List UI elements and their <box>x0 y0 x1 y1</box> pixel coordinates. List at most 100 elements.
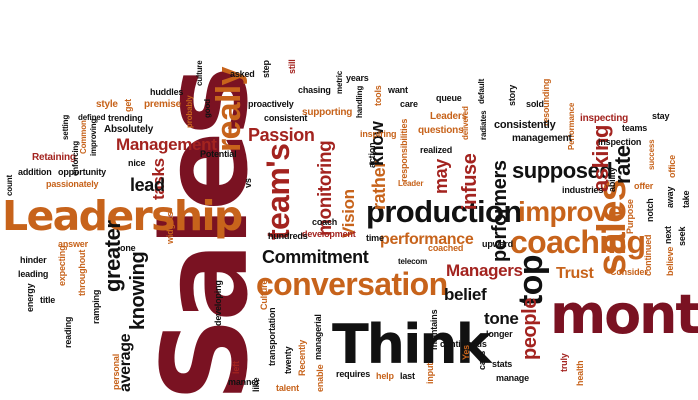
word-manage: manage <box>496 373 529 383</box>
word-management: Management <box>116 135 217 154</box>
word-continuous: continuous <box>440 339 487 349</box>
word-away: away <box>665 186 675 208</box>
word-time: time <box>366 233 384 243</box>
word-teams: team's <box>260 143 296 240</box>
word-metric: metric <box>335 70 344 94</box>
word-energy: energy <box>25 283 35 312</box>
word-ramping: ramping <box>91 289 101 324</box>
word-title: title <box>40 295 56 305</box>
word-left: left <box>231 361 241 374</box>
word-retaining: Retaining <box>32 152 76 163</box>
word-management-small: management <box>512 133 572 144</box>
word-offer: offer <box>634 181 654 191</box>
word-style: style <box>96 99 118 110</box>
word-stay: stay <box>652 111 670 121</box>
word-asked: asked <box>230 69 255 79</box>
word-greater: greater <box>100 220 125 292</box>
word-culture-cap: Culture <box>259 279 269 310</box>
word-ability: ability <box>607 167 617 192</box>
word-years: years <box>346 73 369 83</box>
word-commitment: Commitment <box>262 247 369 267</box>
word-performance: performance <box>380 231 474 248</box>
word-supporting: supporting <box>302 107 353 118</box>
word-improve: improve <box>518 196 624 227</box>
word-huddles: huddles <box>150 87 184 97</box>
word-action: action <box>367 142 377 168</box>
word-telecom: telecom <box>398 257 428 266</box>
word-widgets: widgets <box>165 211 175 244</box>
word-addition: addition <box>18 167 52 177</box>
word-last: last <box>400 371 415 381</box>
word-development: development <box>302 229 356 239</box>
word-setting: setting <box>61 114 70 140</box>
word-throughout: throughout <box>77 249 87 296</box>
word-office: office <box>667 155 677 178</box>
word-consistently: consistently <box>494 119 556 131</box>
word-notch: notch <box>645 198 655 222</box>
word-leader: Leader <box>398 179 424 188</box>
word-coach: coach <box>312 217 338 227</box>
word-hinder: hinder <box>20 255 47 265</box>
word-probably: probably <box>185 95 194 128</box>
word-story: story <box>507 84 517 106</box>
word-default: default <box>477 78 486 104</box>
word-seek: seek <box>677 226 687 246</box>
word-people: people <box>519 297 541 360</box>
word-requires: requires <box>336 369 371 379</box>
word-sold: sold <box>526 99 544 109</box>
word-developing: developing <box>213 280 223 326</box>
word-enforcing: enforcing <box>71 140 80 176</box>
word-coached: coached <box>428 243 464 253</box>
word-manner: manner <box>228 377 260 387</box>
word-may: may <box>431 159 451 194</box>
word-queue: queue <box>436 93 462 103</box>
word-step: step <box>261 60 271 78</box>
word-calls: calls <box>477 350 487 370</box>
word-improving: improving <box>89 118 98 156</box>
word-leaders: Leaders <box>430 111 467 122</box>
word-consider: Consider <box>610 267 648 277</box>
word-talent: talent <box>276 383 299 393</box>
word-defined: defined <box>78 113 106 122</box>
word-yes: Yes <box>461 345 471 360</box>
word-leading: leading <box>18 269 49 279</box>
word-supposed: supposed <box>512 158 613 183</box>
word-belief: belief <box>444 285 487 304</box>
word-stats: stats <box>492 359 513 369</box>
word-personal: personal <box>111 353 121 390</box>
word-upward: upward <box>482 239 513 249</box>
word-next: next <box>663 226 673 244</box>
word-common: Common <box>79 120 88 154</box>
word-industries: industries <box>562 185 604 195</box>
word-tools: tools <box>373 85 383 106</box>
word-managerial: managerial <box>313 314 323 360</box>
word-success: success <box>647 139 656 170</box>
word-trust: Trust <box>556 265 594 282</box>
word-help: help <box>376 371 394 381</box>
word-inspecting: inspecting <box>580 113 629 124</box>
word-knowing: knowing <box>127 251 149 330</box>
word-really: really <box>210 67 248 152</box>
word-managers: Managers <box>446 261 523 280</box>
word-passion: Passion <box>248 125 315 145</box>
word-lead: lead <box>130 175 165 195</box>
word-twenty: twenty <box>283 346 293 374</box>
word-still: still <box>287 59 297 74</box>
word-leadership: Leadership <box>2 192 243 240</box>
word-input: input <box>425 362 435 384</box>
word-opportunity: opportunity <box>58 167 107 177</box>
word-like: like <box>251 377 261 392</box>
word-month: month <box>550 283 698 346</box>
word-hundreds: hundreds <box>268 231 308 241</box>
word-think: Think <box>332 313 492 376</box>
word-inspiring: inspiring <box>360 129 397 139</box>
word-recently: Recently <box>297 339 307 376</box>
word-tone: tone <box>484 309 519 328</box>
word-vs: vs <box>243 178 253 188</box>
word-truly: truly <box>559 353 569 372</box>
word-nice: nice <box>128 158 146 168</box>
word-chasing: chasing <box>298 85 331 95</box>
word-care: care <box>400 99 418 109</box>
word-reading: reading <box>63 316 73 348</box>
